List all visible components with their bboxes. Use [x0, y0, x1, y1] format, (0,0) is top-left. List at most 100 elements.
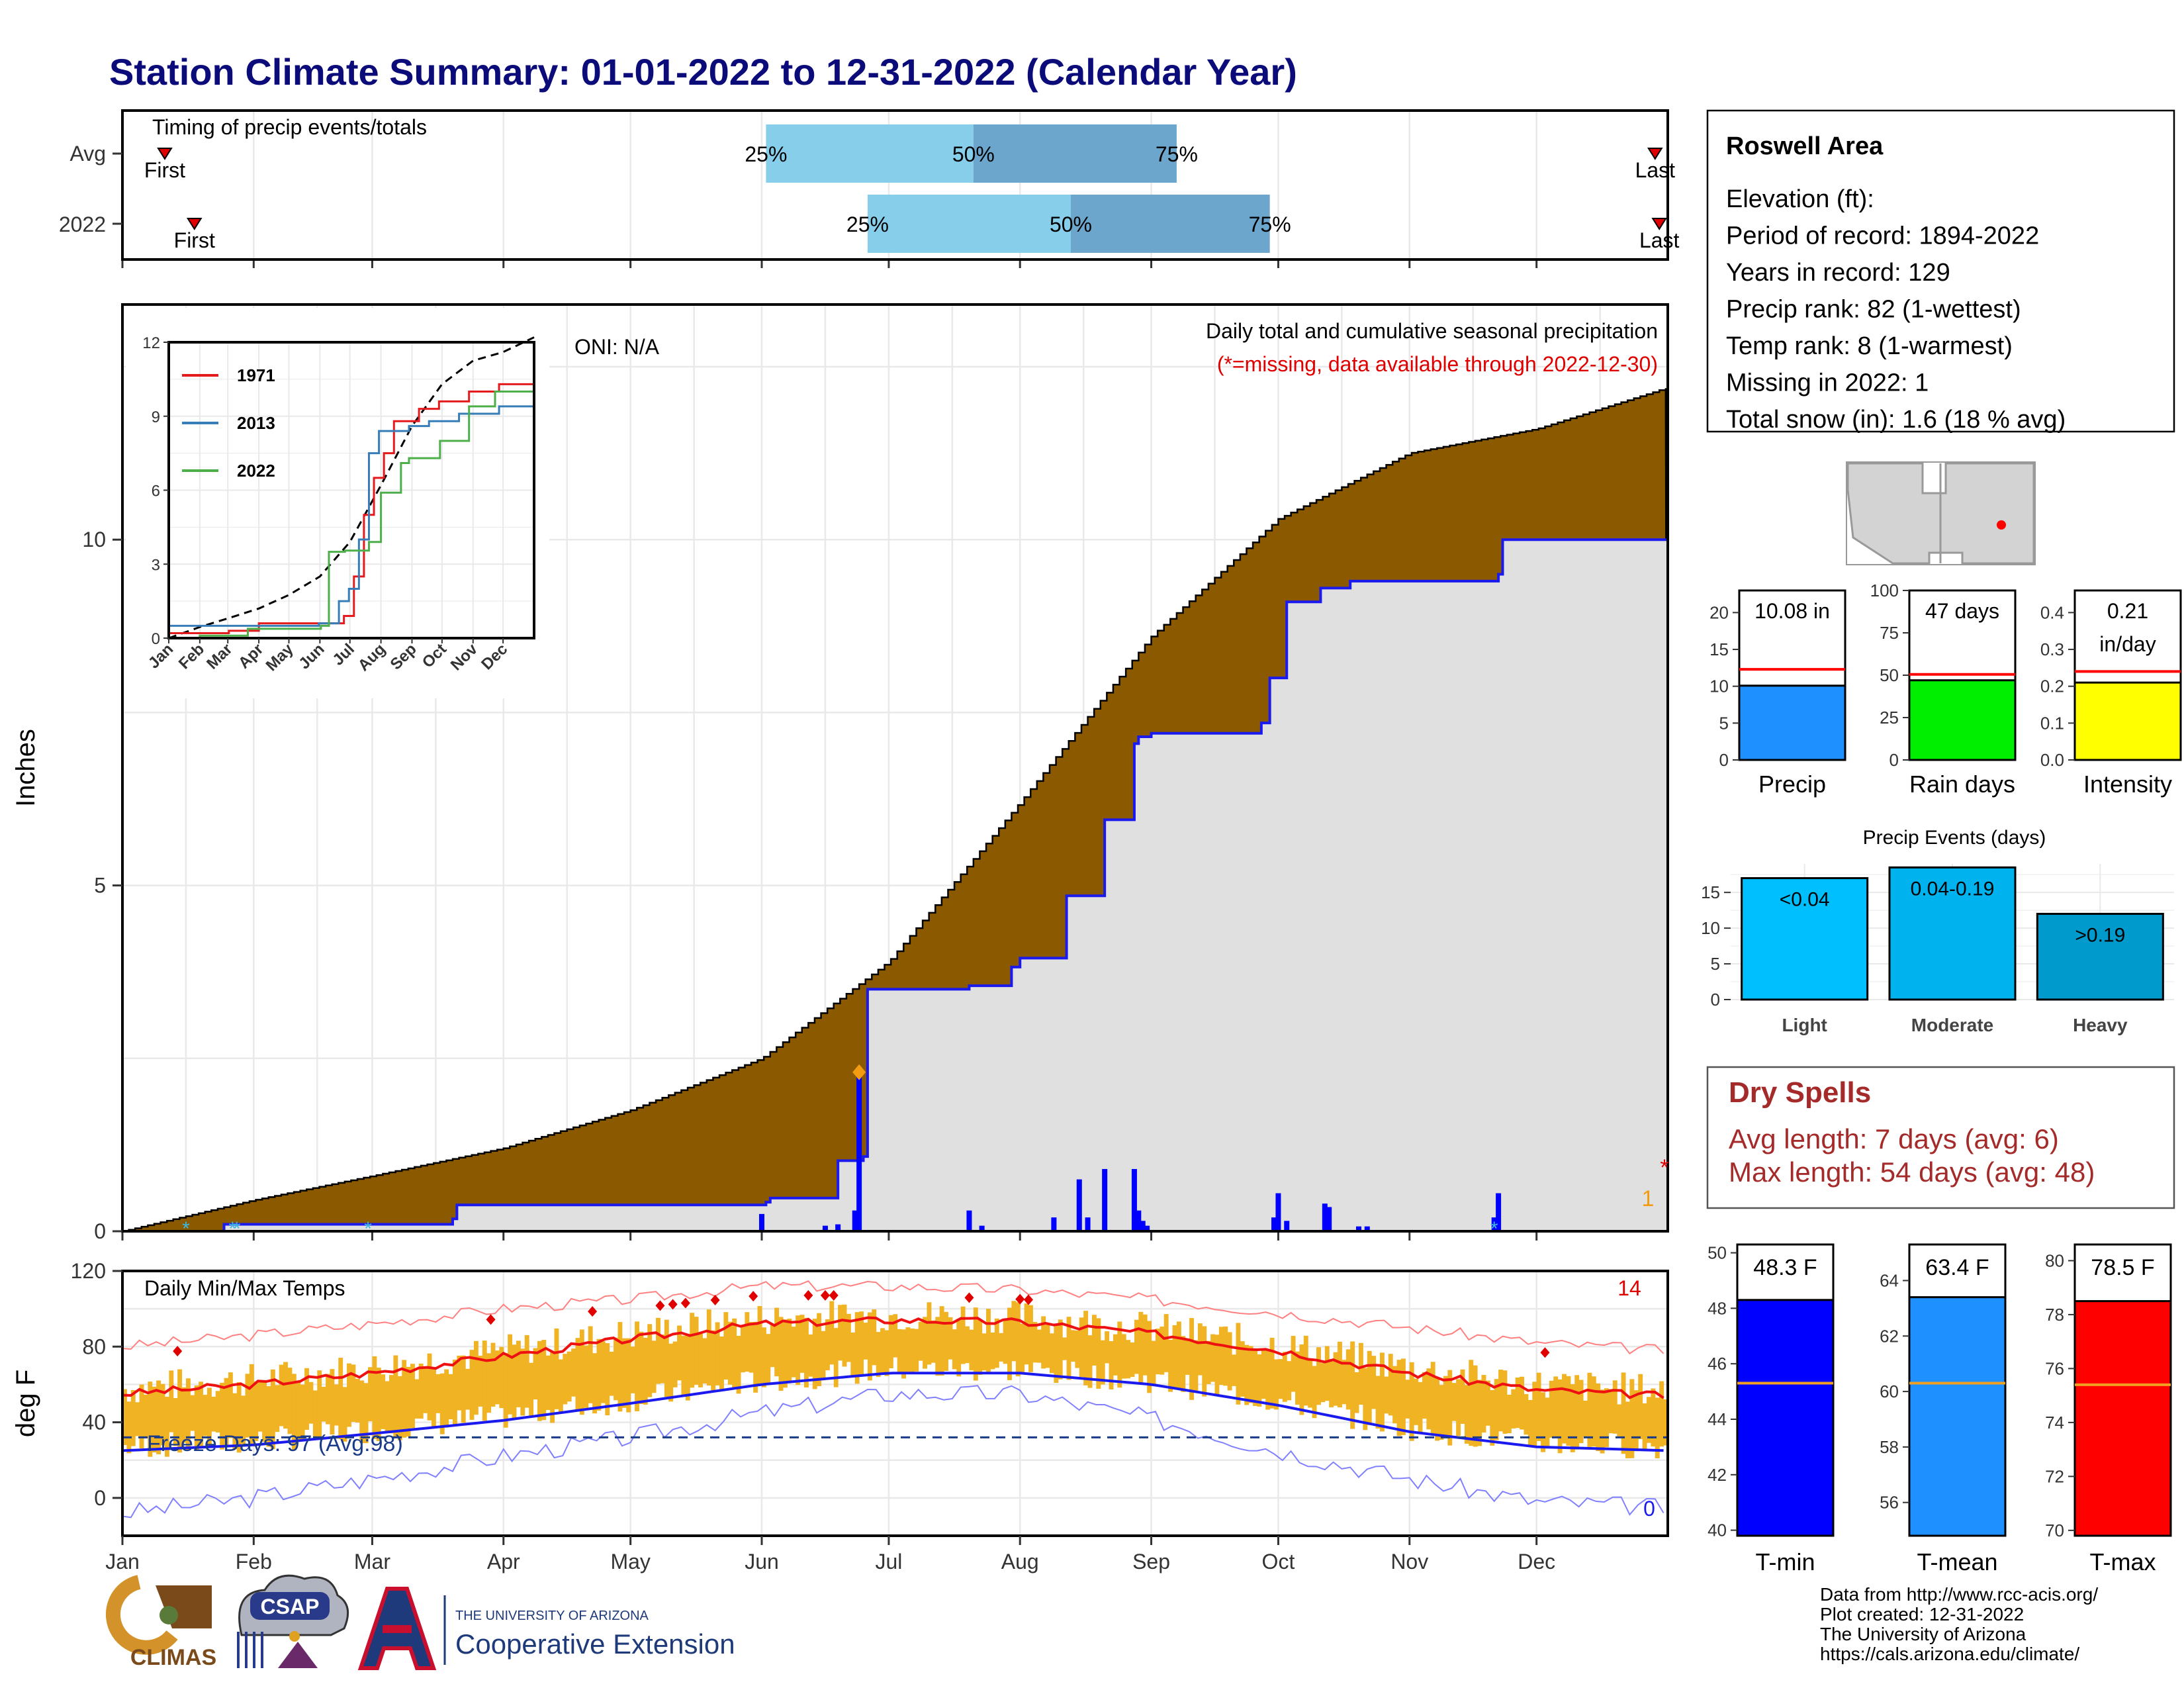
- daily-temp-bar: [490, 1342, 496, 1407]
- daily-temp-bar: [944, 1311, 948, 1372]
- daily-temp-bar: [584, 1345, 589, 1408]
- daily-temp-bar: [1036, 1329, 1042, 1363]
- daily-temp-bar: [173, 1397, 178, 1446]
- daily-temp-bar: [1345, 1349, 1351, 1410]
- daily-temp-bar: [432, 1368, 436, 1428]
- daily-temp-bar: [448, 1374, 453, 1420]
- precip-ytick-label-0: 0: [94, 1219, 106, 1243]
- credits: Data from http://www.rcc-acis.org/Plot c…: [1820, 1584, 2098, 1664]
- daily-temp-bar: [1269, 1337, 1275, 1409]
- daily-temp-bar: [1604, 1388, 1609, 1448]
- station-line-2: Years in record: 129: [1726, 259, 1950, 287]
- daily-temp-bar: [1418, 1382, 1423, 1434]
- daily-temp-bar: [512, 1344, 517, 1419]
- daily-temp-bar: [1265, 1348, 1271, 1410]
- daily-temp-bar: [199, 1382, 204, 1448]
- observed-cumulative-precip-area: [122, 534, 1668, 1231]
- missing-count: 1: [1642, 1186, 1655, 1211]
- daily-precip-bar-13: [1140, 1221, 1146, 1231]
- daily-temp-bar: [1469, 1360, 1474, 1446]
- daily-temp-bar: [787, 1319, 792, 1383]
- temp-summary-ytick-label-0-4: 48: [1707, 1298, 1727, 1318]
- timing-bar-q50-q75-1: [1070, 195, 1270, 253]
- daily-temp-bar: [1659, 1381, 1664, 1447]
- temp-summary-ytick-label-0-2: 44: [1707, 1409, 1727, 1429]
- daily-temp-bar: [664, 1319, 669, 1397]
- daily-temp-bar: [541, 1340, 547, 1421]
- daily-temp-bar: [338, 1358, 343, 1440]
- daily-temp-bar: [211, 1396, 216, 1432]
- daily-precip-bar-6: [979, 1225, 985, 1231]
- timing-first-label-1: First: [174, 228, 215, 252]
- daily-temp-bar: [152, 1386, 157, 1453]
- daily-temp-bar: [1003, 1319, 1008, 1364]
- small-bar-2: [2073, 681, 2182, 761]
- daily-temp-bar: [1574, 1375, 1580, 1450]
- daily-temp-bar: [571, 1348, 576, 1397]
- daily-temp-bar: [291, 1374, 296, 1450]
- small-bar-ytick-label-1-4: 100: [1870, 581, 1899, 600]
- locator-map: [1846, 461, 2036, 565]
- snow-day-marker-4: *: [1490, 1218, 1498, 1240]
- daily-temp-bar: [1100, 1340, 1105, 1385]
- month-label-10: Nov: [1390, 1550, 1428, 1573]
- daily-temp-bar: [741, 1325, 745, 1373]
- daily-temp-bar: [1388, 1354, 1393, 1416]
- daily-temp-bar: [385, 1381, 390, 1432]
- temp-panel-frame: [121, 1270, 1669, 1537]
- daily-temp-bar: [956, 1319, 962, 1377]
- daily-temp-bar: [1456, 1379, 1461, 1436]
- precip-events-range-2: >0.19: [2075, 925, 2125, 947]
- station-line-3: Precip rank: 82 (1-wettest): [1726, 296, 2021, 324]
- record-high-marker-8: [803, 1289, 813, 1301]
- timing-first-label-0: First: [144, 158, 185, 182]
- daily-temp-bar: [1193, 1340, 1199, 1393]
- daily-temp-bar: [1147, 1321, 1152, 1393]
- daily-temp-bar: [630, 1346, 635, 1393]
- temp-summary-ytick-label-0-5: 50: [1707, 1243, 1727, 1263]
- daily-temp-bar: [1329, 1359, 1334, 1408]
- month-label-6: Jul: [875, 1550, 902, 1573]
- daily-temp-bar: [863, 1323, 868, 1360]
- daily-temp-bar: [1350, 1341, 1355, 1429]
- observed-cumulative-precip-line: [122, 534, 1669, 1233]
- daily-temp-bar: [389, 1375, 394, 1434]
- daily-temp-bar: [838, 1305, 843, 1361]
- daily-temp-bar: [808, 1334, 813, 1377]
- station-line-0: Elevation (ft):: [1726, 185, 1874, 213]
- daily-temp-bar: [1244, 1344, 1250, 1405]
- daily-temp-bar: [1020, 1323, 1025, 1372]
- month-label-9: Oct: [1262, 1550, 1295, 1573]
- daily-temp-bar: [596, 1338, 602, 1411]
- daily-temp-bar: [931, 1320, 936, 1363]
- daily-temp-bar: [1282, 1352, 1287, 1402]
- daily-precip-bar-8: [1076, 1179, 1082, 1231]
- dry-spells-box: Dry Spells Avg length: 7 days (avg: 6) M…: [1706, 1066, 2175, 1209]
- daily-temp-bar: [355, 1378, 360, 1423]
- daily-temp-bar: [736, 1335, 741, 1394]
- month-label-5: Jun: [745, 1550, 779, 1573]
- daily-temp-bar: [1400, 1358, 1406, 1435]
- daily-temp-bar: [876, 1332, 881, 1378]
- daily-temp-bar: [1320, 1363, 1326, 1403]
- daily-temp-bar: [1617, 1404, 1622, 1436]
- daily-temp-bar: [545, 1355, 551, 1411]
- events-ytick-label-3: 15: [1701, 882, 1720, 902]
- inset-ytick-label-4: 12: [142, 334, 160, 352]
- inset-ytick-label-2: 6: [152, 483, 160, 500]
- daily-temp-bar: [1464, 1385, 1469, 1444]
- daily-temp-bar: [1629, 1379, 1635, 1458]
- daily-temp-bar: [592, 1353, 597, 1414]
- daily-temp-bar: [563, 1354, 568, 1405]
- daily-temp-bar: [494, 1350, 500, 1405]
- timing-title: Timing of precip events/totals: [152, 115, 427, 139]
- daily-temp-bar: [888, 1315, 893, 1368]
- daily-temp-bar: [1647, 1397, 1651, 1443]
- daily-temp-bar: [880, 1328, 886, 1375]
- record-high-marker-3: [655, 1300, 665, 1311]
- daily-temp-bar: [368, 1367, 373, 1422]
- small-bar-value-2: 0.21: [2107, 599, 2148, 623]
- daily-precip-bar-4: [856, 1072, 862, 1231]
- daily-temp-bar: [1324, 1346, 1330, 1401]
- daily-temp-bar: [1375, 1376, 1381, 1429]
